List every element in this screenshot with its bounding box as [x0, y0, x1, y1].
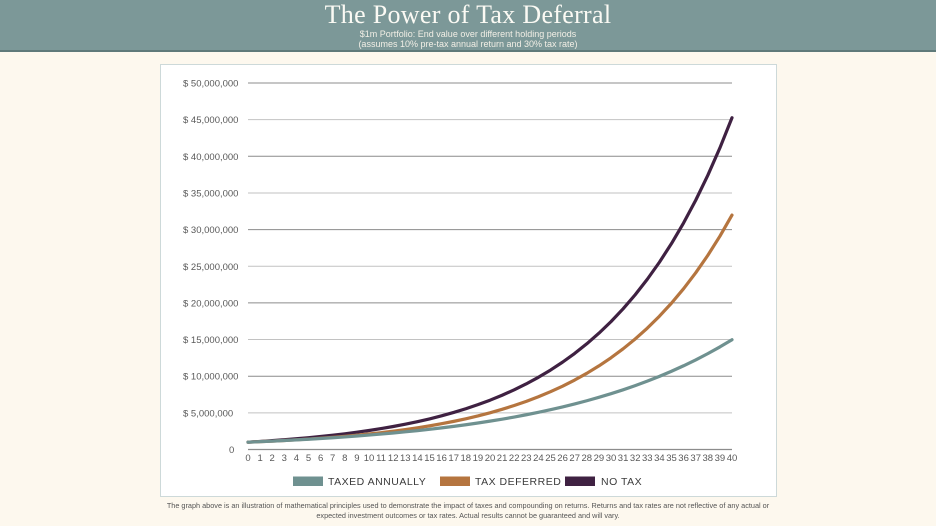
- svg-text:6: 6: [318, 453, 323, 464]
- svg-text:$ 20,000,000: $ 20,000,000: [183, 298, 238, 309]
- svg-text:$ 10,000,000: $ 10,000,000: [183, 372, 238, 383]
- svg-text:13: 13: [400, 453, 411, 464]
- svg-text:$ 50,000,000: $ 50,000,000: [183, 79, 238, 90]
- svg-text:11: 11: [376, 453, 386, 464]
- svg-text:7: 7: [330, 453, 335, 464]
- svg-text:$ 15,000,000: $ 15,000,000: [183, 335, 238, 346]
- svg-text:$ 25,000,000: $ 25,000,000: [183, 262, 238, 273]
- svg-text:$ 30,000,000: $ 30,000,000: [183, 225, 238, 236]
- svg-text:$ 5,000,000: $ 5,000,000: [183, 408, 233, 419]
- svg-text:5: 5: [306, 453, 311, 464]
- svg-text:TAX DEFERRED: TAX DEFERRED: [475, 476, 561, 488]
- svg-text:28: 28: [582, 453, 593, 464]
- svg-text:39: 39: [715, 453, 726, 464]
- svg-text:19: 19: [473, 453, 484, 464]
- svg-text:0: 0: [245, 453, 250, 464]
- svg-text:$ 35,000,000: $ 35,000,000: [183, 188, 238, 199]
- svg-text:12: 12: [388, 453, 399, 464]
- svg-text:26: 26: [557, 453, 568, 464]
- svg-text:38: 38: [703, 453, 714, 464]
- svg-text:$ 45,000,000: $ 45,000,000: [183, 115, 238, 126]
- svg-text:4: 4: [294, 453, 299, 464]
- svg-text:17: 17: [448, 453, 459, 464]
- svg-text:1: 1: [257, 453, 262, 464]
- svg-text:NO TAX: NO TAX: [601, 476, 642, 488]
- svg-text:36: 36: [678, 453, 689, 464]
- svg-text:14: 14: [412, 453, 423, 464]
- svg-text:27: 27: [569, 453, 580, 464]
- svg-text:30: 30: [606, 453, 617, 464]
- svg-text:24: 24: [533, 453, 544, 464]
- svg-text:15: 15: [424, 453, 435, 464]
- svg-text:32: 32: [630, 453, 641, 464]
- svg-text:29: 29: [594, 453, 605, 464]
- svg-text:8: 8: [342, 453, 347, 464]
- svg-text:2: 2: [270, 453, 275, 464]
- svg-text:33: 33: [642, 453, 653, 464]
- svg-text:21: 21: [497, 453, 508, 464]
- svg-text:0: 0: [229, 445, 234, 456]
- svg-text:31: 31: [618, 453, 629, 464]
- svg-text:25: 25: [545, 453, 556, 464]
- svg-text:TAXED ANNUALLY: TAXED ANNUALLY: [328, 476, 426, 488]
- svg-text:3: 3: [282, 453, 287, 464]
- svg-text:23: 23: [521, 453, 532, 464]
- svg-text:18: 18: [461, 453, 472, 464]
- svg-text:10: 10: [364, 453, 375, 464]
- svg-text:$ 40,000,000: $ 40,000,000: [183, 152, 238, 163]
- svg-text:16: 16: [436, 453, 447, 464]
- svg-text:22: 22: [509, 453, 520, 464]
- svg-text:34: 34: [654, 453, 665, 464]
- svg-text:9: 9: [354, 453, 359, 464]
- svg-text:35: 35: [666, 453, 677, 464]
- svg-text:40: 40: [727, 453, 738, 464]
- svg-text:37: 37: [690, 453, 701, 464]
- svg-text:20: 20: [485, 453, 496, 464]
